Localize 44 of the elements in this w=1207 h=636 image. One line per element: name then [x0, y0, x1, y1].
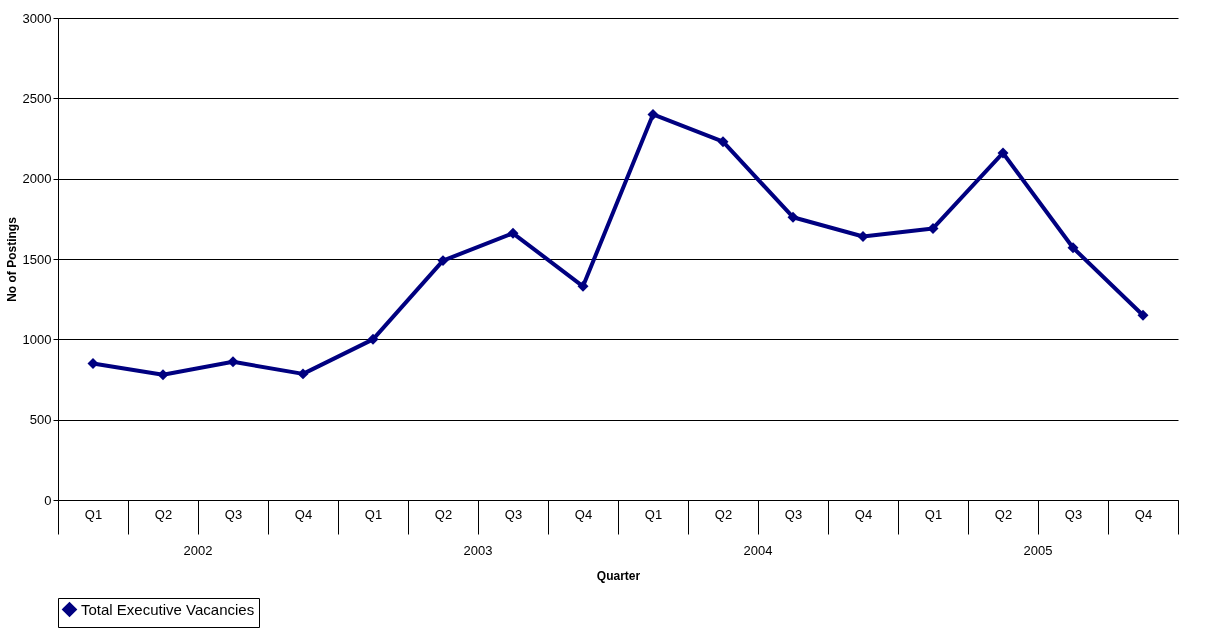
- point: [647, 108, 659, 120]
- point: [507, 227, 519, 239]
- x-tick-label: Q4: [294, 506, 313, 522]
- point: [367, 333, 379, 345]
- x-tick-label: Q4: [854, 506, 873, 522]
- text: 2003: [463, 543, 493, 558]
- x-tick-label: Q1: [924, 506, 943, 522]
- point: [157, 369, 169, 381]
- y-tick-label: 500: [29, 412, 52, 428]
- y-tick-label: 1000: [22, 331, 52, 347]
- x-tick-label: Q2: [994, 506, 1013, 522]
- x-tick-label: Q4: [1134, 506, 1153, 522]
- y-tick-label: 3000: [22, 10, 52, 26]
- x-tick-label: Q2: [434, 506, 453, 522]
- y-tick-label: 0: [44, 492, 52, 508]
- point: [1067, 242, 1079, 254]
- legend-label: Total Executive Vacancies: [81, 600, 255, 618]
- x-tick-label: Q1: [644, 506, 663, 522]
- point: [1137, 309, 1149, 321]
- text: 2004: [743, 543, 773, 558]
- x-tick-label: Q1: [84, 506, 103, 522]
- point: [787, 211, 799, 223]
- x-axis-title: Quarter: [596, 569, 641, 583]
- x-tick-label: Q4: [574, 506, 593, 522]
- text: 2002: [183, 543, 213, 558]
- x-tick-label: Q3: [224, 506, 243, 522]
- x-tick-label: Q1: [364, 506, 383, 522]
- x-tick-label: Q2: [714, 506, 733, 522]
- text: 2005: [1023, 543, 1053, 558]
- x-tick-label: Q3: [1064, 506, 1083, 522]
- point: [297, 368, 309, 380]
- point: [437, 255, 449, 267]
- x-tick-label: Q3: [504, 506, 523, 522]
- y-tick-label: 2000: [22, 171, 52, 187]
- y-axis-title: No of Postings: [4, 216, 19, 302]
- y-tick-label: 2500: [22, 90, 52, 106]
- point: [227, 356, 239, 368]
- x-tick-label: Q3: [784, 506, 803, 522]
- point: [997, 147, 1009, 159]
- point: [577, 280, 589, 292]
- point: [87, 357, 99, 369]
- point: [717, 136, 729, 148]
- x-tick-label: Q2: [154, 506, 173, 522]
- y-tick-label: 1500: [22, 251, 52, 267]
